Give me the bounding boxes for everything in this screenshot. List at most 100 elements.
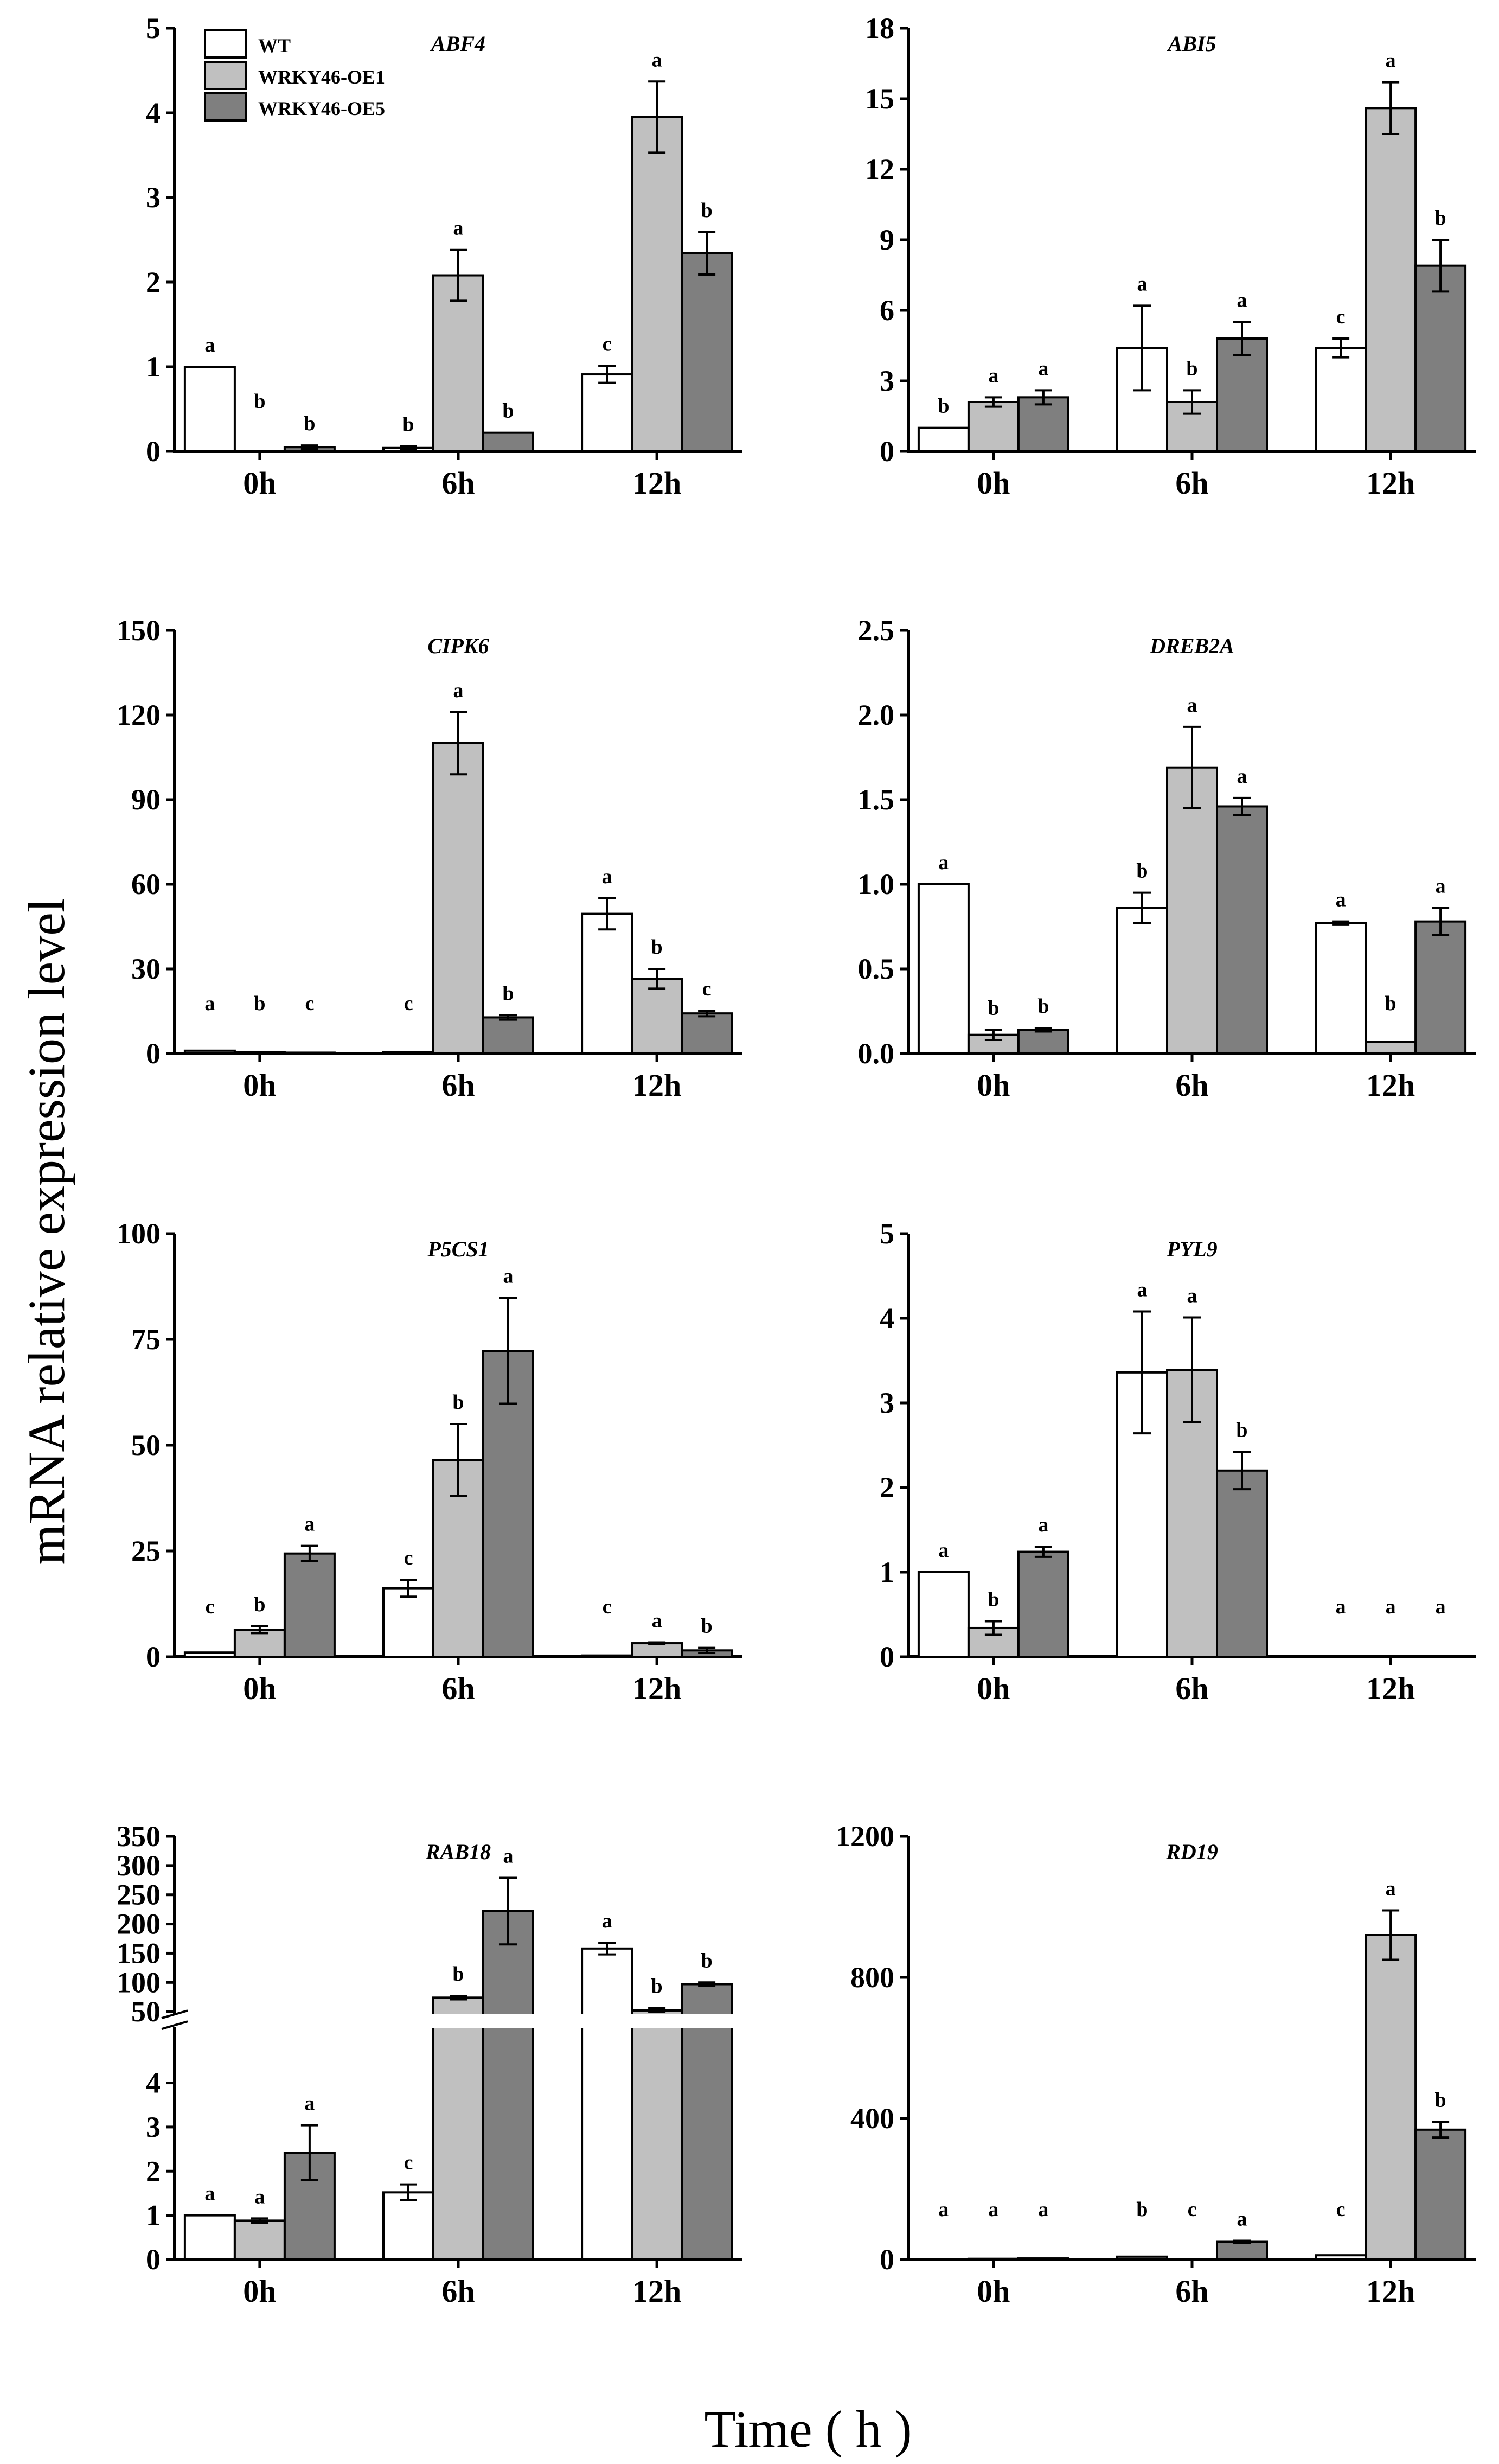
significance-letter: a — [453, 217, 464, 240]
y-tick-label: 2.0 — [858, 699, 895, 731]
y-tick-label: 0.0 — [858, 1037, 895, 1070]
bar-wt-12h — [1315, 347, 1367, 452]
legend-swatch-oe5 — [204, 92, 247, 122]
x-tick-label: 12h — [632, 2274, 681, 2309]
significance-letter: a — [1237, 2208, 1247, 2231]
x-tick-label: 12h — [1366, 2274, 1415, 2309]
legend-swatch-wt — [204, 29, 247, 59]
panel-title: CIPK6 — [427, 634, 489, 658]
significance-letter: c — [404, 2152, 413, 2174]
y-tick-label: 200 — [117, 1908, 161, 1940]
x-tick-label: 6h — [1175, 1068, 1208, 1103]
panel-pyl9: 0 1 2 3 4 5 0h 6h 12h PYL9 a a a b a a a b a — [880, 1217, 1476, 1706]
y-tick-label: 0 — [146, 2243, 161, 2276]
bar-wt-12h — [581, 1654, 633, 1658]
legend: WT WRKY46-OE1 WRKY46-OE5 — [204, 29, 385, 122]
y-tick-label: 1 — [146, 350, 161, 383]
y-tick-label: 1 — [146, 2199, 161, 2232]
panel-title: ABF4 — [430, 31, 485, 56]
x-tick-label: 6h — [1175, 2274, 1208, 2309]
x-tick-label: 12h — [632, 465, 681, 501]
y-tick-label: 1200 — [836, 1820, 894, 1853]
significance-letter: a — [1137, 1279, 1148, 1301]
y-tick-label: 15 — [865, 82, 894, 115]
x-tick-label: 6h — [1175, 465, 1208, 501]
bar-wrky46-oe1-6h — [1166, 766, 1218, 1055]
bar-wrky46-oe1-0h — [967, 401, 1020, 452]
significance-letter: c — [404, 1547, 413, 1569]
significance-letter: a — [938, 2198, 949, 2221]
legend-label-oe5: WRKY46-OE5 — [258, 98, 385, 119]
bar-wrky46-oe1-12h — [631, 978, 683, 1055]
significance-letter: a — [988, 2198, 998, 2221]
significance-letter: a — [304, 1513, 315, 1536]
bar-wt-12h — [1315, 1655, 1367, 1658]
y-tick-label: 5 — [146, 12, 161, 44]
bar-wrky46-oe1-12h — [631, 1642, 683, 1658]
bar-wrky46-oe5-6h — [1216, 2240, 1268, 2261]
bar-wrky46-oe5-0h — [1017, 1029, 1069, 1055]
y-tick-label: 0 — [880, 2243, 894, 2276]
y-tick-label: 75 — [131, 1323, 161, 1356]
bar-wt-0h — [183, 2214, 236, 2261]
panel-title: ABI5 — [1167, 31, 1216, 56]
significance-letter: a — [1237, 289, 1247, 312]
significance-letter: a — [602, 865, 612, 888]
bar-wt-12h — [581, 1947, 633, 2261]
y-tick-label: 4 — [146, 97, 161, 129]
significance-letter: a — [1436, 1595, 1446, 1618]
significance-letter: b — [701, 1615, 713, 1638]
bar-wt-12h — [581, 912, 633, 1055]
panel-p5cs1: 0 25 50 75 100 0h 6h 12h P5CS1 c c c b b a a a b — [117, 1217, 742, 1706]
y-tick-label: 0.5 — [858, 953, 895, 985]
y-tick-label: 800 — [850, 1961, 894, 1994]
significance-letter: b — [1385, 992, 1396, 1015]
y-tick-label: 0 — [880, 435, 894, 468]
legend-label-wt: WT — [258, 35, 291, 56]
significance-letter: b — [402, 413, 414, 436]
y-tick-label: 120 — [117, 699, 161, 731]
x-tick-label: 0h — [977, 1068, 1010, 1103]
significance-letter: a — [1436, 875, 1446, 898]
x-tick-label: 0h — [243, 465, 276, 501]
bar-wt-6h — [382, 1051, 434, 1055]
y-tick-label: 2 — [880, 1471, 894, 1504]
significance-letter: b — [1136, 2198, 1148, 2221]
y-tick-label: 9 — [880, 224, 894, 256]
significance-letter: a — [204, 2182, 215, 2205]
bar-wt-0h — [183, 1651, 236, 1658]
x-tick-label: 6h — [1175, 1671, 1208, 1706]
panel-title: RD19 — [1165, 1840, 1218, 1864]
significance-letter: a — [1386, 1595, 1396, 1618]
significance-letter: b — [1186, 357, 1197, 380]
significance-letter: a — [1336, 889, 1346, 911]
significance-letter: b — [938, 395, 949, 418]
bar-wrky46-oe1-6h — [432, 742, 484, 1055]
significance-letter: c — [1336, 305, 1346, 328]
y-tick-label: 2 — [146, 266, 161, 298]
y-tick-label: 1.0 — [858, 868, 895, 901]
bar-wrky46-oe5-12h — [1414, 2128, 1467, 2261]
significance-letter: a — [602, 1910, 612, 1932]
significance-letter: a — [1237, 765, 1247, 788]
significance-letter: a — [1038, 2198, 1048, 2221]
x-tick-label: 0h — [243, 1068, 276, 1103]
y-tick-label: 60 — [131, 868, 161, 901]
bar-wrky46-oe1-6h — [432, 1996, 484, 2261]
axis-break-gap — [177, 2014, 744, 2028]
significance-letter: b — [1236, 1419, 1247, 1441]
y-tick-label: 50 — [131, 1995, 161, 2028]
y-axis-label: mRNA relative expression level — [17, 898, 75, 1565]
significance-letter: b — [651, 1975, 663, 1998]
significance-letter: b — [502, 982, 514, 1005]
significance-letter: b — [988, 997, 999, 1019]
bar-wrky46-oe5-6h — [1216, 805, 1268, 1055]
significance-letter: a — [503, 1844, 514, 1867]
bar-wrky46-oe5-12h — [1414, 920, 1467, 1055]
significance-letter: a — [1386, 1878, 1396, 1900]
bar-wrky46-oe5-0h — [283, 1051, 336, 1055]
y-tick-label: 350 — [117, 1820, 161, 1853]
bar-wt-0h — [917, 1571, 970, 1658]
y-tick-label: 150 — [117, 1937, 161, 1969]
